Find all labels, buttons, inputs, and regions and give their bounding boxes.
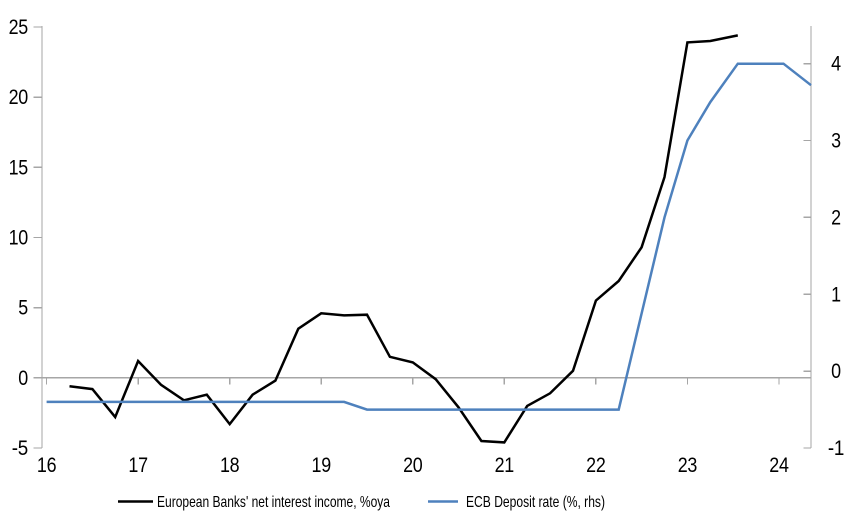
left-axis-tick-label: 20 <box>9 86 28 109</box>
left-axis-tick-label: 15 <box>9 156 28 179</box>
right-axis-tick-label: 3 <box>831 130 841 153</box>
left-axis-tick-label: 5 <box>18 297 28 320</box>
x-axis-tick-label: 17 <box>128 454 147 477</box>
legend-label-ecb: ECB Deposit rate (%, rhs) <box>466 494 605 511</box>
x-axis-tick-label: 18 <box>220 454 239 477</box>
right-axis-tick-label: 4 <box>831 53 841 76</box>
x-axis-tick-label: 21 <box>495 454 514 477</box>
x-axis-tick-label: 20 <box>403 454 422 477</box>
left-axis-tick-label: 25 <box>9 16 28 39</box>
right-axis-tick-label: 0 <box>831 360 841 383</box>
right-axis-tick-label: 2 <box>831 206 841 229</box>
series-line-nii <box>69 34 739 444</box>
series-line-ecb <box>46 62 812 411</box>
left-axis-tick-label: 10 <box>9 226 28 249</box>
x-axis-tick-label: 19 <box>312 454 331 477</box>
left-axis-tick-label: 0 <box>18 367 28 390</box>
legend: European Banks' net interest income, %oy… <box>118 494 605 511</box>
legend-label-nii: European Banks' net interest income, %oy… <box>157 494 390 511</box>
x-axis-tick-label: 23 <box>678 454 697 477</box>
right-axis-tick-label: 1 <box>831 283 841 306</box>
right-axis-tick-label: -1 <box>828 437 844 460</box>
left-axis-tick-label: -5 <box>12 437 28 460</box>
x-axis-tick-label: 16 <box>37 454 56 477</box>
x-axis-tick-label: 24 <box>769 454 789 477</box>
x-axis-tick-label: 22 <box>586 454 605 477</box>
